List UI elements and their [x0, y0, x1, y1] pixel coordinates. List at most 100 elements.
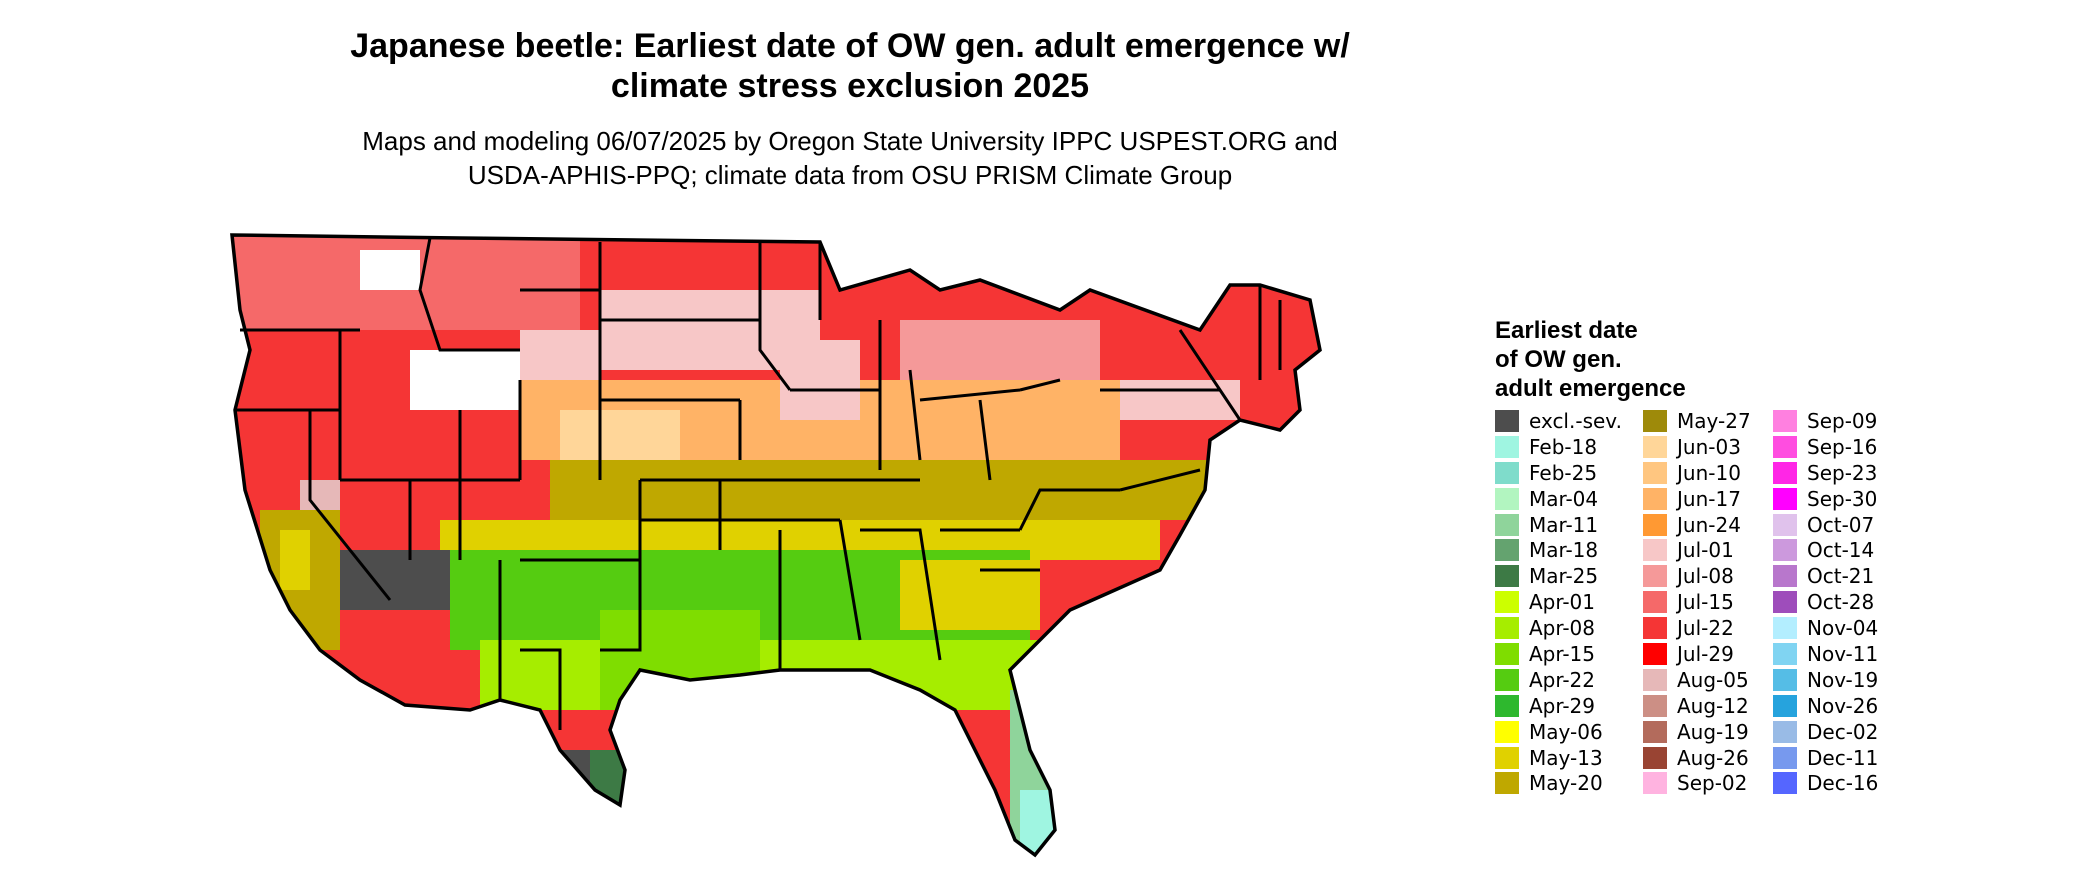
- legend-swatch: [1643, 565, 1667, 588]
- map-zone: [900, 320, 1100, 380]
- legend-label: Nov-04: [1807, 616, 1879, 641]
- legend-label: Mar-04: [1529, 486, 1599, 511]
- legend-item: Oct-28: [1773, 589, 1878, 615]
- legend-item: May-27: [1643, 408, 1751, 434]
- legend-swatch: [1773, 642, 1797, 665]
- legend-label: Jul-08: [1677, 564, 1734, 589]
- state-borders: [230, 233, 1322, 858]
- legend-swatch: [1773, 668, 1797, 691]
- map-title-line: Japanese beetle: Earliest date of OW gen…: [350, 27, 1350, 65]
- legend-label: Sep-23: [1807, 460, 1878, 485]
- legend-label: Dec-16: [1807, 771, 1879, 796]
- legend-item: Aug-19: [1643, 719, 1751, 745]
- legend-item: Apr-15: [1495, 641, 1622, 667]
- legend-swatch: [1495, 513, 1519, 536]
- legend-label: Sep-09: [1807, 408, 1878, 433]
- legend-swatch: [1495, 642, 1519, 665]
- legend-item: Jul-22: [1643, 615, 1751, 641]
- legend-item: Oct-21: [1773, 563, 1878, 589]
- legend-label: Jun-17: [1677, 486, 1741, 511]
- legend-item: Sep-23: [1773, 460, 1878, 486]
- legend-item: Aug-12: [1643, 693, 1751, 719]
- legend-swatch: [1643, 668, 1667, 691]
- legend-item: Mar-18: [1495, 537, 1622, 563]
- legend-label: Oct-21: [1807, 564, 1875, 589]
- legend-item: Apr-29: [1495, 693, 1622, 719]
- legend-label: Dec-02: [1807, 719, 1879, 744]
- legend-label: excl.-sev.: [1529, 408, 1622, 433]
- legend-label: Aug-12: [1677, 693, 1749, 718]
- legend-swatch: [1643, 435, 1667, 458]
- map-subtitle-line: USDA-APHIS-PPQ; climate data from OSU PR…: [467, 160, 1233, 190]
- legend-item: Sep-16: [1773, 434, 1878, 460]
- legend-swatch: [1643, 617, 1667, 640]
- legend-swatch: [1773, 565, 1797, 588]
- legend-swatch: [1643, 694, 1667, 717]
- legend-item: Mar-11: [1495, 512, 1622, 538]
- legend-swatch: [1773, 746, 1797, 769]
- legend-label: Mar-18: [1529, 538, 1599, 563]
- legend-item: Jun-17: [1643, 486, 1751, 512]
- legend-item: May-20: [1495, 770, 1622, 796]
- legend-swatch: [1773, 409, 1797, 432]
- legend-label: Mar-11: [1529, 512, 1599, 537]
- legend-swatch: [1495, 565, 1519, 588]
- legend-swatch: [1495, 591, 1519, 614]
- legend-swatch: [1773, 539, 1797, 562]
- legend-label: Apr-08: [1529, 616, 1595, 641]
- legend-label: Aug-05: [1677, 667, 1749, 692]
- legend-label: Jun-24: [1677, 512, 1741, 537]
- legend-item: Sep-30: [1773, 486, 1878, 512]
- legend-label: May-06: [1529, 719, 1603, 744]
- map-title: Japanese beetle: Earliest date of OW gen…: [300, 26, 1400, 106]
- legend-swatch: [1773, 720, 1797, 743]
- legend-item: Aug-05: [1643, 667, 1751, 693]
- legend-item: Apr-08: [1495, 615, 1622, 641]
- legend-item: Mar-25: [1495, 563, 1622, 589]
- legend-label: Apr-29: [1529, 693, 1595, 718]
- legend-label: Jun-03: [1677, 434, 1741, 459]
- legend-swatch: [1495, 461, 1519, 484]
- legend-label: Jun-10: [1677, 460, 1741, 485]
- legend-label: May-13: [1529, 745, 1603, 770]
- legend-item: Jul-15: [1643, 589, 1751, 615]
- legend-item: Feb-18: [1495, 434, 1622, 460]
- legend-label: Jul-15: [1677, 590, 1734, 615]
- legend-item: Jun-10: [1643, 460, 1751, 486]
- legend-item: Oct-07: [1773, 512, 1878, 538]
- legend-title-line: adult emergence: [1495, 375, 1686, 402]
- legend-label: Apr-22: [1529, 667, 1595, 692]
- legend-swatch: [1773, 772, 1797, 795]
- legend-label: Jul-29: [1677, 641, 1734, 666]
- legend-swatch: [1643, 409, 1667, 432]
- legend-item: Nov-04: [1773, 615, 1878, 641]
- legend-item: Feb-25: [1495, 460, 1622, 486]
- us-outline: [230, 233, 1322, 858]
- legend-item: May-13: [1495, 745, 1622, 771]
- map-title-line: climate stress exclusion 2025: [610, 67, 1090, 105]
- legend-label: Aug-26: [1677, 745, 1749, 770]
- legend-item: Jul-01: [1643, 537, 1751, 563]
- legend-item: Dec-16: [1773, 770, 1878, 796]
- legend-swatch: [1773, 487, 1797, 510]
- legend-swatch: [1773, 694, 1797, 717]
- legend-item: Nov-26: [1773, 693, 1878, 719]
- legend-swatch: [1773, 617, 1797, 640]
- legend-swatch: [1495, 720, 1519, 743]
- legend-label: Feb-25: [1529, 460, 1598, 485]
- legend-swatch: [1495, 409, 1519, 432]
- legend-label: May-27: [1677, 408, 1751, 433]
- map-subtitle-line: Maps and modeling 06/07/2025 by Oregon S…: [362, 126, 1338, 156]
- legend-column: May-27 Jun-03 Jun-10 Jun-17 Jun-24 Jul-01 Jul-…: [1643, 408, 1751, 796]
- legend-swatch: [1773, 513, 1797, 536]
- legend-item: excl.-sev.: [1495, 408, 1622, 434]
- legend-label: Dec-11: [1807, 745, 1879, 770]
- legend-swatch: [1643, 539, 1667, 562]
- legend-swatch: [1495, 487, 1519, 510]
- legend-label: Sep-02: [1677, 771, 1748, 796]
- legend-label: Feb-18: [1529, 434, 1598, 459]
- legend-swatch: [1643, 461, 1667, 484]
- map-zone: [280, 530, 310, 590]
- legend-swatch: [1495, 694, 1519, 717]
- legend-label: Nov-19: [1807, 667, 1879, 692]
